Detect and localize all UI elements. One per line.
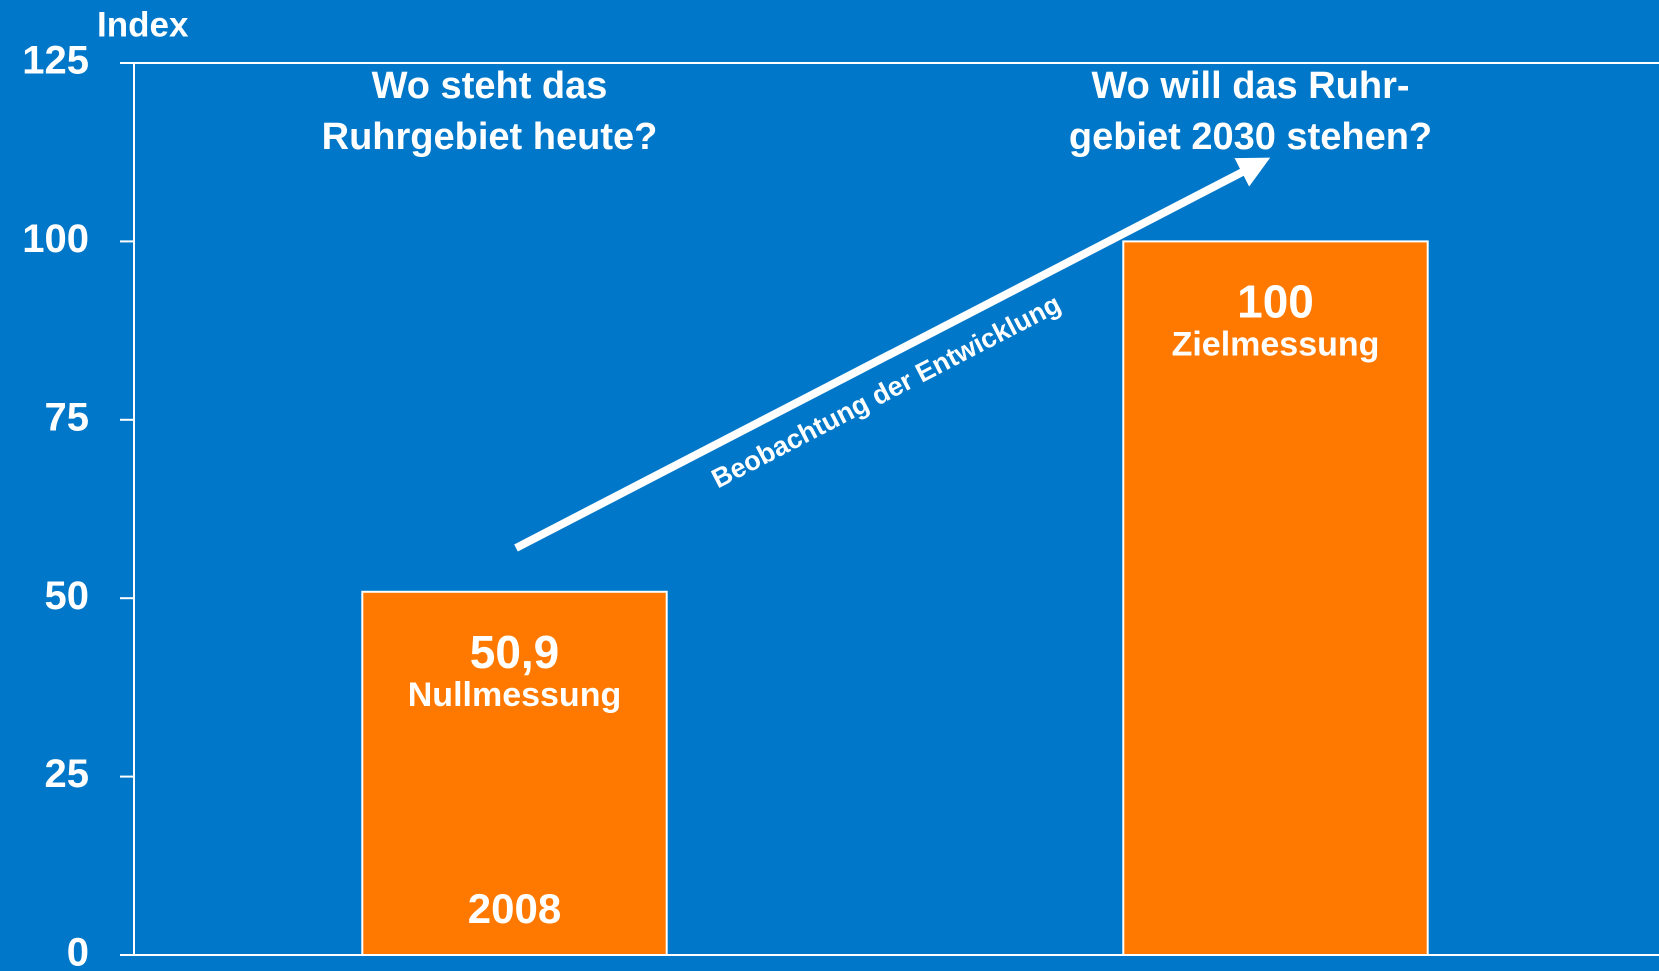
header: Wo will das Ruhr- bbox=[1091, 65, 1409, 107]
header: Ruhrgebiet heute? bbox=[322, 116, 658, 158]
value-label: 100 bbox=[1237, 276, 1314, 328]
bar-label: Zielmessung bbox=[1172, 325, 1380, 363]
y-tick-label: 50 bbox=[45, 574, 90, 618]
trend-arrow bbox=[514, 157, 1271, 552]
header: Wo steht das bbox=[372, 65, 608, 107]
y-tick-label: 125 bbox=[22, 39, 89, 83]
y-tick-label: 0 bbox=[67, 931, 89, 971]
y-tick-label: 75 bbox=[45, 395, 90, 439]
header: gebiet 2030 stehen? bbox=[1069, 116, 1432, 158]
x-tick-label: 2008 bbox=[468, 885, 561, 932]
y-tick-label: 100 bbox=[22, 217, 89, 261]
value-label: 50,9 bbox=[470, 626, 560, 678]
y-axis-label: Index bbox=[97, 5, 189, 44]
bar bbox=[361, 590, 668, 956]
bar bbox=[1122, 240, 1429, 956]
bar-label: Nullmessung bbox=[408, 676, 621, 714]
y-tick-label: 25 bbox=[45, 752, 90, 796]
